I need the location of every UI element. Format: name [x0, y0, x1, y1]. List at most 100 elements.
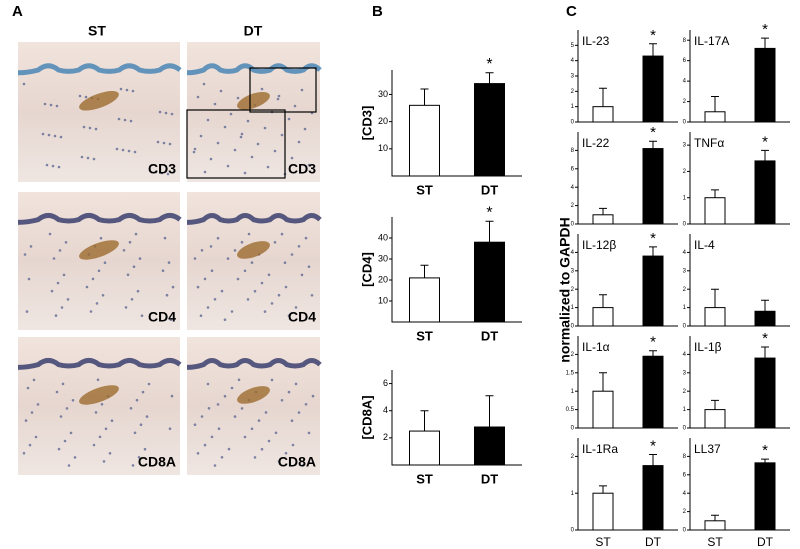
nucleus [307, 431, 311, 435]
bar [642, 255, 664, 327]
bar [754, 310, 776, 327]
nucleus [129, 119, 133, 123]
y-tick-label: 20 [378, 116, 388, 126]
nucleus [137, 456, 141, 459]
error-bar [485, 72, 494, 84]
nucleus [119, 87, 123, 91]
nucleus [66, 298, 70, 301]
nucleus [220, 289, 224, 293]
x-tick-label: DT [481, 182, 498, 197]
significance-marker: * [762, 442, 768, 459]
y-tick-label: 2 [683, 169, 687, 175]
nucleus [58, 249, 62, 252]
nucleus [257, 419, 261, 422]
nucleus [256, 142, 260, 146]
y-tick-label: 30 [378, 253, 388, 263]
nucleus [280, 133, 284, 137]
nucleus [23, 253, 27, 256]
error-bar [599, 372, 607, 392]
significance-marker: * [650, 27, 656, 44]
nucleus [223, 394, 227, 398]
y-tick-label: 6 [571, 166, 575, 172]
stain-label: CD4 [288, 309, 316, 325]
significance-marker: * [762, 133, 768, 150]
nucleus [200, 249, 204, 252]
nucleus [263, 126, 267, 130]
error-bar [420, 264, 429, 278]
nucleus [126, 273, 130, 277]
nucleus [125, 88, 129, 92]
nucleus [291, 443, 295, 447]
nucleus [164, 111, 168, 115]
nucleus [102, 460, 106, 463]
nucleus [307, 163, 311, 167]
nucleus [167, 261, 171, 264]
x-tick-label: DT [481, 471, 498, 486]
epidermis [186, 63, 322, 76]
y-tick-label: 40 [378, 232, 388, 242]
y-tick-label: 1.5 [566, 370, 575, 376]
error-bar [761, 37, 769, 49]
nucleus [145, 415, 149, 418]
chart-title: IL-4 [694, 238, 715, 252]
nucleus [226, 257, 230, 260]
nucleus [233, 249, 237, 252]
nucleus [203, 170, 207, 174]
error-bar [761, 149, 769, 161]
nucleus [297, 245, 301, 248]
y-tick-label: 3 [683, 268, 687, 274]
error-bar [599, 87, 607, 107]
bar [409, 277, 440, 323]
nucleus [209, 245, 213, 248]
nucleus [230, 310, 234, 313]
nucleus [192, 150, 196, 154]
error-bar [599, 485, 607, 494]
nucleus [80, 155, 84, 159]
bar [409, 104, 440, 177]
y-tick-label: 4 [571, 250, 575, 256]
nucleus [136, 289, 140, 293]
nucleus [52, 257, 56, 260]
nucleus [92, 443, 96, 447]
nucleus [274, 431, 278, 435]
nucleus [60, 306, 64, 309]
nucleus [26, 386, 30, 390]
bar [642, 55, 664, 123]
bar [592, 106, 614, 123]
bar [474, 241, 505, 323]
nucleus [236, 96, 240, 100]
bar [592, 214, 614, 225]
nucleus [310, 294, 314, 297]
nucleus [311, 394, 315, 398]
nucleus [158, 110, 162, 114]
nucleus [223, 125, 227, 129]
y-tick-label: 2 [571, 203, 575, 209]
chart-title: IL-17A [694, 34, 729, 48]
nucleus [233, 148, 237, 152]
nucleus [277, 94, 281, 98]
stain-label: CD3 [288, 161, 316, 177]
nucleus [277, 460, 281, 463]
column-header: ST [88, 23, 106, 39]
y-tick-label: 2 [571, 287, 575, 293]
nucleus [22, 451, 26, 455]
y-tick-label: 2 [571, 352, 575, 358]
bar [474, 83, 505, 177]
nucleus [213, 464, 217, 467]
error-bar [649, 350, 657, 357]
nucleus [170, 394, 174, 398]
nucleus [121, 148, 125, 152]
nucleus [247, 232, 251, 236]
nucleus [55, 104, 59, 108]
chart-title: TNFα [694, 136, 724, 150]
y-tick-label: 2 [683, 389, 687, 395]
nucleus [65, 407, 69, 410]
nucleus [138, 257, 142, 260]
nucleus [216, 141, 220, 145]
nucleus [273, 149, 277, 153]
follicle [79, 91, 119, 111]
nucleus [287, 117, 291, 121]
nucleus [99, 236, 103, 240]
nucleus [71, 399, 75, 402]
nucleus [193, 147, 197, 151]
